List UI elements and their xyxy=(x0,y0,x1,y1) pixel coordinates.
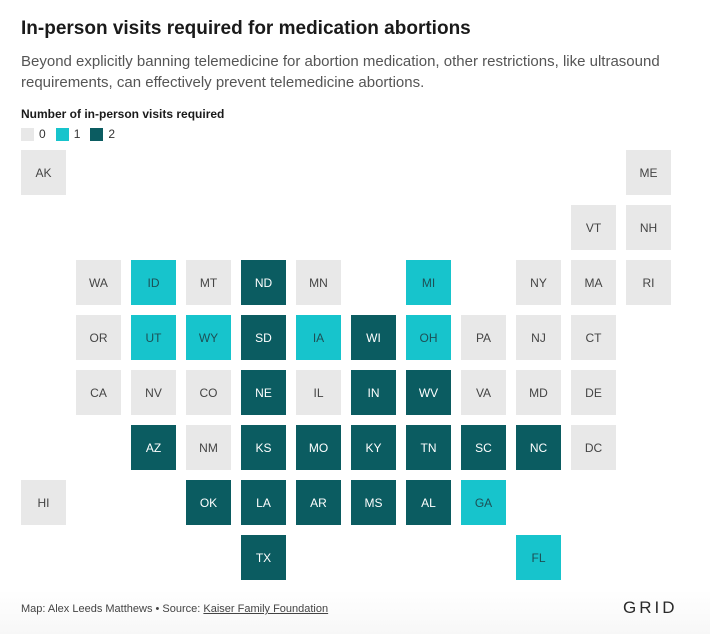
legend-title: Number of in-person visits required xyxy=(21,107,225,121)
state-tile-ar[interactable]: AR xyxy=(296,480,341,525)
state-tile-id[interactable]: ID xyxy=(131,260,176,305)
state-tile-nj[interactable]: NJ xyxy=(516,315,561,360)
state-tile-al[interactable]: AL xyxy=(406,480,451,525)
state-tile-ia[interactable]: IA xyxy=(296,315,341,360)
state-tile-ri[interactable]: RI xyxy=(626,260,671,305)
state-tile-nd[interactable]: ND xyxy=(241,260,286,305)
state-tile-wa[interactable]: WA xyxy=(76,260,121,305)
state-tile-nv[interactable]: NV xyxy=(131,370,176,415)
state-tile-mo[interactable]: MO xyxy=(296,425,341,470)
state-tile-co[interactable]: CO xyxy=(186,370,231,415)
state-tile-ky[interactable]: KY xyxy=(351,425,396,470)
legend-swatch-0 xyxy=(21,127,34,141)
state-tile-ma[interactable]: MA xyxy=(571,260,616,305)
state-tile-il[interactable]: IL xyxy=(296,370,341,415)
legend-swatch-1 xyxy=(55,127,69,141)
map-title: In-person visits required for medication… xyxy=(21,18,471,39)
state-tile-md[interactable]: MD xyxy=(516,370,561,415)
grid-logo: GRID xyxy=(623,598,678,617)
legend-label-2: 2 xyxy=(108,127,116,141)
state-tile-hi[interactable]: HI xyxy=(21,480,66,525)
legend-item-2: 2 xyxy=(90,127,115,141)
state-tile-va[interactable]: VA xyxy=(461,370,506,415)
state-tile-oh[interactable]: OH xyxy=(406,315,451,360)
state-tile-mt[interactable]: MT xyxy=(186,260,231,305)
state-tile-wi[interactable]: WI xyxy=(351,315,396,360)
state-tile-ny[interactable]: NY xyxy=(516,260,561,305)
state-tile-nc[interactable]: NC xyxy=(516,425,561,470)
state-tile-ca[interactable]: CA xyxy=(76,370,121,415)
state-tile-ms[interactable]: MS xyxy=(351,480,396,525)
legend-item-1: 1 xyxy=(55,127,81,141)
state-tile-de[interactable]: DE xyxy=(571,370,616,415)
state-tile-pa[interactable]: PA xyxy=(461,315,506,360)
state-tile-ne[interactable]: NE xyxy=(241,370,286,415)
state-tile-tx[interactable]: TX xyxy=(241,535,286,580)
state-tile-tn[interactable]: TN xyxy=(406,425,451,470)
state-tile-ak[interactable]: AK xyxy=(21,150,66,195)
state-tile-ok[interactable]: OK xyxy=(186,480,231,525)
state-tile-mn[interactable]: MN xyxy=(296,260,341,305)
state-tile-nh[interactable]: NH xyxy=(626,205,671,250)
state-tile-wy[interactable]: WY xyxy=(186,315,231,360)
credit-text: Map: Alex Leeds Matthews • Source: xyxy=(21,603,204,615)
state-tile-ks[interactable]: KS xyxy=(241,425,286,470)
legend-swatch-2 xyxy=(90,127,104,141)
state-tile-me[interactable]: ME xyxy=(626,150,671,195)
legend-label-0: 0 xyxy=(39,127,46,141)
state-tile-la[interactable]: LA xyxy=(241,480,286,525)
map-subtitle: Beyond explicitly banning telemedicine f… xyxy=(21,53,660,91)
legend-item-0: 0 xyxy=(21,127,46,141)
legend-label-1: 1 xyxy=(73,127,81,141)
state-tile-az[interactable]: AZ xyxy=(131,425,176,470)
state-tile-in[interactable]: IN xyxy=(351,370,396,415)
state-tile-dc[interactable]: DC xyxy=(571,425,616,470)
state-tile-fl[interactable]: FL xyxy=(516,535,561,580)
source-link[interactable]: Kaiser Family Foundation xyxy=(203,603,329,615)
state-tile-nm[interactable]: NM xyxy=(186,425,231,470)
footer-credit: Map: Alex Leeds Matthews • Source: Kaise… xyxy=(21,603,328,615)
state-tile-ga[interactable]: GA xyxy=(461,480,506,525)
state-tile-sd[interactable]: SD xyxy=(241,315,286,360)
state-tile-sc[interactable]: SC xyxy=(461,425,506,470)
state-tile-vt[interactable]: VT xyxy=(571,205,616,250)
state-tile-wv[interactable]: WV xyxy=(406,370,451,415)
state-tile-ct[interactable]: CT xyxy=(571,315,616,360)
legend: 0 1 2 xyxy=(21,127,125,141)
state-tile-or[interactable]: OR xyxy=(76,315,121,360)
state-tile-ut[interactable]: UT xyxy=(131,315,176,360)
state-tile-mi[interactable]: MI xyxy=(406,260,451,305)
